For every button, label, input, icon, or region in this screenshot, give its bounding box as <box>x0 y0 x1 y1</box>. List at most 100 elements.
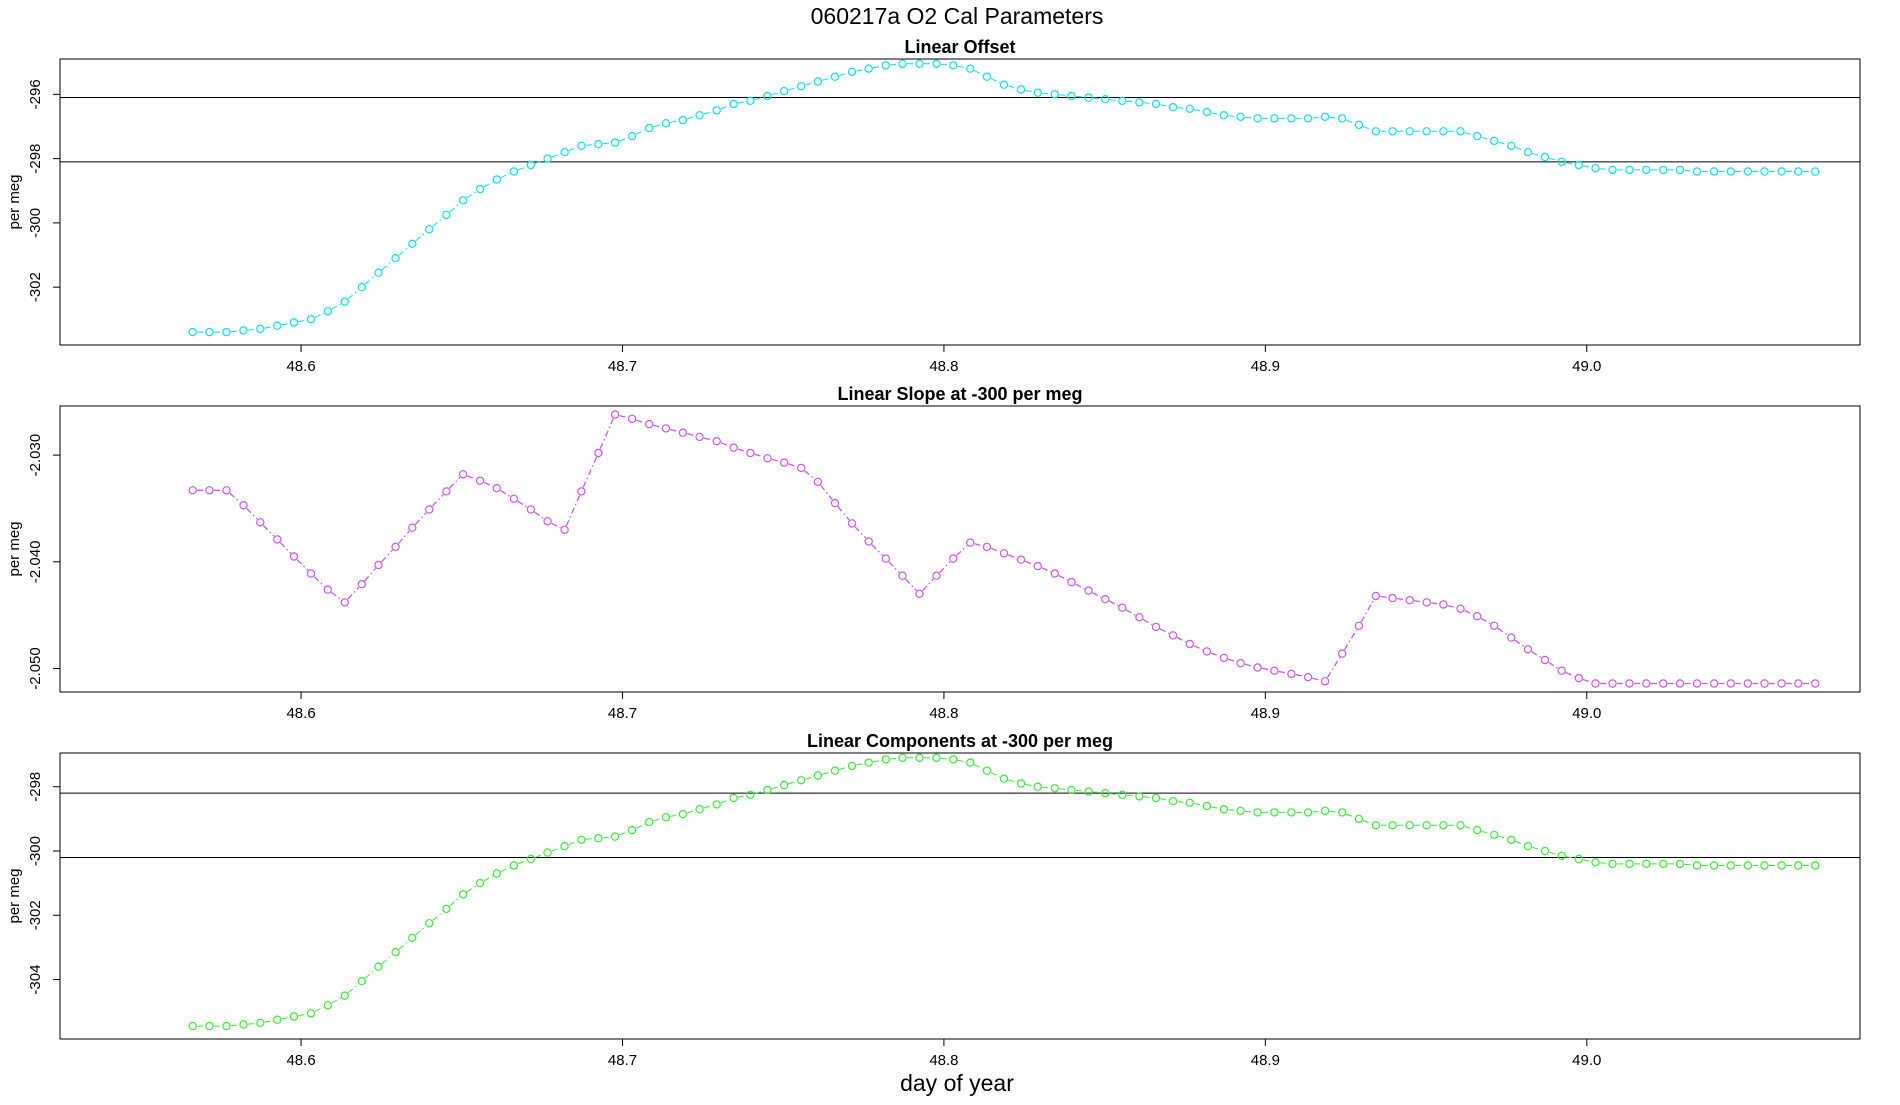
data-point <box>475 476 485 485</box>
data-point <box>340 991 349 1000</box>
data-point <box>1388 593 1397 603</box>
data-point <box>1811 679 1820 688</box>
data-point <box>374 560 383 570</box>
data-point <box>222 327 231 337</box>
data-point <box>577 487 586 496</box>
data-point <box>1591 164 1600 173</box>
data-point <box>1726 167 1736 176</box>
data-point <box>1168 631 1178 640</box>
data-point <box>847 519 857 528</box>
data-point <box>1659 165 1668 175</box>
data-point <box>1270 114 1279 123</box>
data-point <box>1287 808 1296 817</box>
data-point <box>1354 814 1364 824</box>
data-point <box>1118 96 1127 106</box>
data-point <box>932 59 941 69</box>
data-point <box>830 498 840 508</box>
data-point <box>1507 835 1516 845</box>
data-point <box>645 419 654 429</box>
data-point <box>627 131 637 141</box>
panel-title: Linear Slope at -300 per meg <box>837 384 1082 404</box>
y-tick-label: -304 <box>27 965 44 995</box>
data-point <box>1236 659 1245 668</box>
data-point <box>1202 801 1212 811</box>
data-point <box>391 542 400 552</box>
data-point <box>1709 861 1719 870</box>
data-point <box>1067 91 1076 101</box>
data-point <box>492 175 501 184</box>
data-point <box>1642 165 1651 175</box>
x-axis-label: day of year <box>900 1070 1014 1096</box>
data-point <box>763 785 772 795</box>
x-tick-label: 48.7 <box>608 705 637 722</box>
data-point <box>1692 861 1702 870</box>
data-point <box>1118 603 1127 612</box>
data-point <box>256 518 265 527</box>
data-point <box>1472 825 1482 835</box>
data-point <box>1050 569 1060 578</box>
chart-title: 060217a O2 Cal Parameters <box>811 3 1104 29</box>
data-point <box>1507 141 1516 150</box>
data-point <box>999 774 1009 783</box>
plot-frame <box>59 58 1861 346</box>
data-point <box>830 72 840 81</box>
data-point <box>1540 846 1550 856</box>
data-point <box>289 1012 299 1021</box>
data-point <box>239 326 248 335</box>
data-point <box>1168 102 1178 112</box>
data-point <box>1523 645 1533 654</box>
y-tick-label: -300 <box>27 836 44 866</box>
y-tick-label: -300 <box>27 208 44 238</box>
data-point <box>543 154 552 163</box>
data-point <box>746 448 755 458</box>
data-point <box>813 77 823 86</box>
data-point <box>729 443 738 452</box>
data-point <box>881 554 891 563</box>
data-point <box>1557 666 1566 675</box>
data-point <box>442 210 451 220</box>
panel-2: Linear Slope at -300 per meg 48.6 48.7 48.8… <box>6 384 1861 722</box>
data-point <box>408 523 417 532</box>
data-point <box>492 869 501 878</box>
data-point <box>1439 127 1448 136</box>
data-point <box>1151 622 1161 632</box>
data-point <box>1371 591 1381 601</box>
data-point <box>847 67 857 77</box>
data-point <box>188 1021 197 1031</box>
data-point <box>256 324 265 334</box>
panel-title: Linear Components at -300 per meg <box>807 731 1113 751</box>
data-point <box>1135 98 1144 107</box>
data-point <box>678 115 688 125</box>
data-point <box>712 800 721 809</box>
data-point <box>1303 808 1313 817</box>
plot-frame <box>59 752 1861 1040</box>
data-point <box>813 477 823 486</box>
data-point <box>458 890 468 899</box>
data-point <box>1642 859 1651 869</box>
data-point <box>577 835 586 845</box>
data-point <box>509 861 519 870</box>
data-point <box>797 776 806 785</box>
data-point <box>1794 679 1803 688</box>
data-point <box>1574 673 1584 683</box>
data-point <box>627 825 637 835</box>
data-point <box>1422 821 1431 830</box>
data-point <box>239 1020 248 1029</box>
data-point <box>729 99 738 109</box>
x-tick-label: 49.0 <box>1572 358 1601 375</box>
panel-1: Linear Offset 48.6 48.7 48.8 48.9 49.0 -296 -29… <box>6 37 1861 375</box>
data-point <box>475 184 485 194</box>
data-point <box>188 486 197 495</box>
data-point <box>1236 806 1245 816</box>
data-point <box>1422 127 1431 136</box>
data-point <box>425 225 434 234</box>
data-point <box>1168 797 1178 806</box>
data-point <box>1303 672 1313 682</box>
data-point <box>1202 107 1212 117</box>
data-point <box>966 538 975 547</box>
data-point <box>577 141 586 150</box>
data-point <box>729 793 738 803</box>
data-point <box>374 268 383 277</box>
data-point <box>1101 595 1110 604</box>
data-point <box>797 82 806 91</box>
